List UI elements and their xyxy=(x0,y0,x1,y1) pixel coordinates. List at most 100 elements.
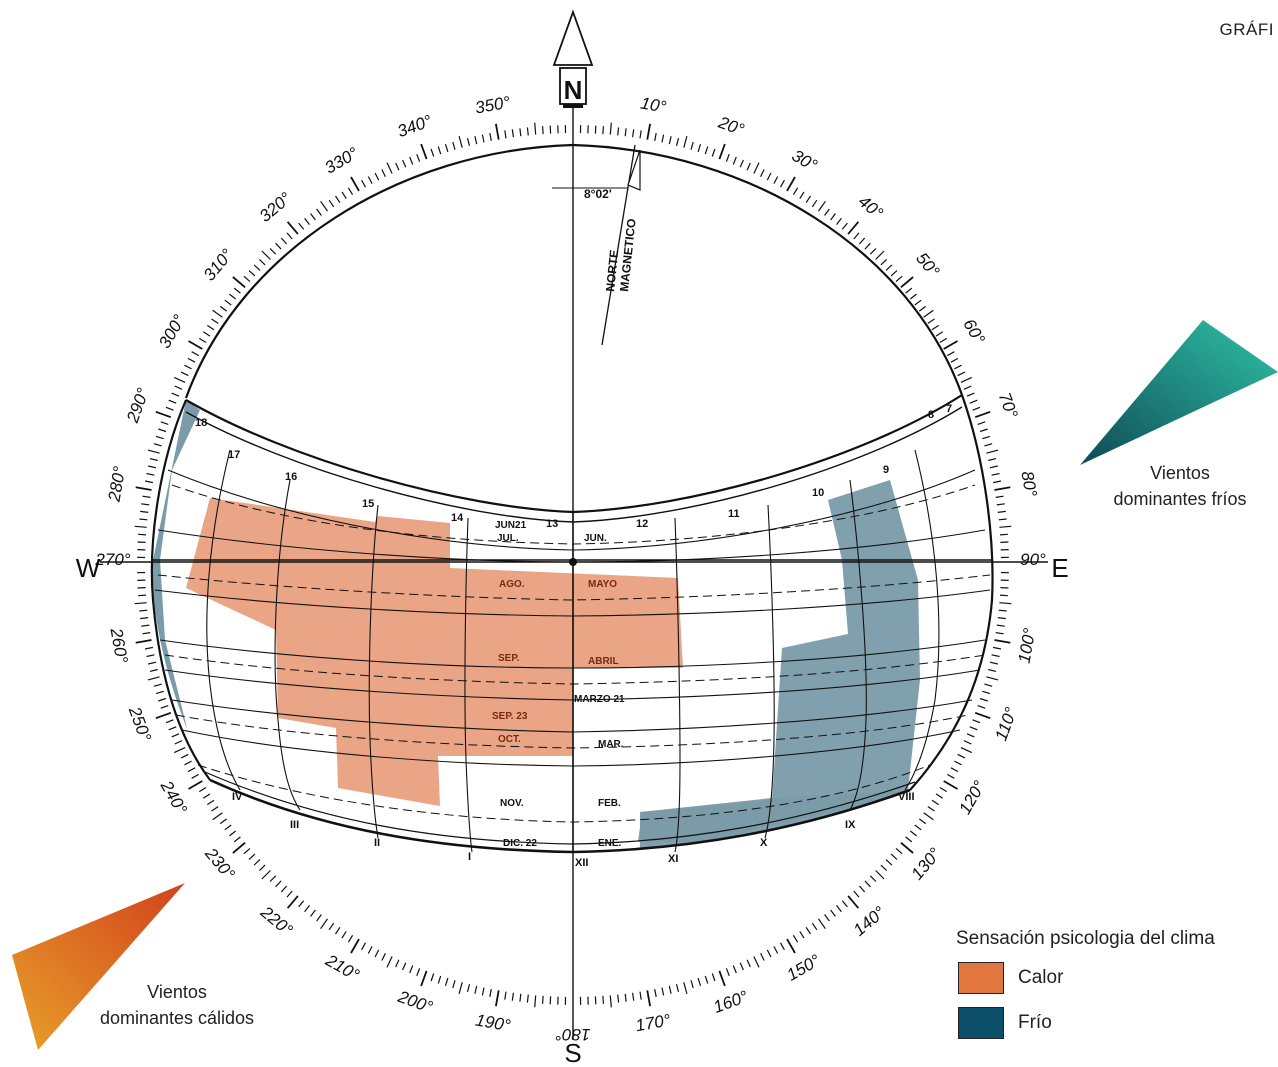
degree-tick xyxy=(253,859,261,866)
degree-tick xyxy=(617,127,620,136)
month-label-jul: JUL. xyxy=(497,533,519,544)
degree-tick xyxy=(935,331,944,337)
degree-tick xyxy=(690,980,694,989)
west-label: W xyxy=(76,553,101,583)
degree-tick xyxy=(146,472,155,476)
degree-tick xyxy=(147,676,160,681)
degree-tick xyxy=(760,953,765,961)
degree-tick xyxy=(974,410,991,419)
degree-tick xyxy=(999,602,1012,605)
degree-tick xyxy=(864,880,871,888)
degree-tick xyxy=(275,880,282,888)
degree-tick xyxy=(430,148,435,157)
cold-zone-east xyxy=(638,480,920,842)
degree-tick xyxy=(927,806,935,812)
degree-tick xyxy=(997,617,1006,620)
degree-tick xyxy=(420,143,428,160)
degree-tick xyxy=(624,993,627,1002)
roman-label-xi: XI xyxy=(668,853,678,865)
degree-tick xyxy=(725,153,730,162)
month-label-ago: AGO. xyxy=(499,579,525,590)
month-label-jun: JUN. xyxy=(584,533,607,544)
degree-tick xyxy=(799,191,805,199)
north-label: N xyxy=(564,75,583,105)
degree-tick xyxy=(466,984,471,993)
degree-tick xyxy=(361,179,367,188)
cold-zone-east-lower xyxy=(640,790,910,848)
cold-wind-caption: Vientos dominantes fríos xyxy=(1085,460,1275,512)
degree-tick xyxy=(437,146,442,155)
degree-tick xyxy=(718,143,726,160)
degree-tick xyxy=(969,726,978,731)
degree-tick xyxy=(286,890,293,898)
degree-tick xyxy=(298,222,305,230)
degree-tick xyxy=(963,385,972,390)
degree-tick xyxy=(982,690,991,695)
degree-tick xyxy=(624,128,627,137)
degree-tick xyxy=(253,264,261,271)
degree-tick xyxy=(836,905,842,913)
degree-tick xyxy=(875,870,885,880)
degree-tick xyxy=(298,900,305,908)
degree-tick xyxy=(444,144,449,153)
degree-tick xyxy=(847,895,860,909)
degree-tick xyxy=(212,309,223,318)
degree-tick xyxy=(184,760,192,766)
degree-tick xyxy=(994,486,1011,491)
degree-tick xyxy=(939,337,948,344)
degree-tick xyxy=(350,938,360,954)
degree-tick xyxy=(609,122,612,135)
degree-label: 160° xyxy=(711,987,751,1017)
degree-tick xyxy=(316,914,322,922)
declination-label: 8°02' xyxy=(584,187,612,201)
degree-label: 150° xyxy=(784,951,824,985)
degree-tick xyxy=(141,624,150,627)
hour-label-7: 7 xyxy=(946,403,952,415)
degree-tick xyxy=(711,973,716,982)
degree-tick xyxy=(654,132,657,142)
degree-tick xyxy=(171,733,180,738)
degree-tick xyxy=(923,812,934,821)
degree-tick xyxy=(805,926,812,935)
degree-tick xyxy=(420,970,428,987)
hour-label-11: 11 xyxy=(728,508,740,520)
degree-tick xyxy=(617,994,620,1003)
degree-tick xyxy=(675,984,680,993)
roman-label-viii: VIII xyxy=(898,791,915,803)
degree-tick xyxy=(977,421,986,425)
degree-tick xyxy=(779,179,785,188)
degree-tick xyxy=(381,169,386,177)
month-label-marzo21: MARZO 21 xyxy=(574,694,625,705)
hour-label-9: 9 xyxy=(883,464,889,476)
degree-tick xyxy=(639,130,642,139)
degree-tick xyxy=(661,987,665,996)
degree-tick xyxy=(704,146,709,155)
degree-tick xyxy=(341,191,347,199)
degree-tick xyxy=(248,853,256,860)
degree-tick xyxy=(836,217,842,225)
degree-label: 290° xyxy=(123,385,153,426)
degree-tick xyxy=(158,428,167,433)
roman-label-ii: II xyxy=(374,837,380,849)
degree-tick xyxy=(444,977,449,986)
degree-tick xyxy=(202,331,211,337)
degree-tick xyxy=(880,864,888,872)
degree-tick xyxy=(950,357,959,363)
north-arrow xyxy=(552,9,594,108)
degree-tick xyxy=(998,609,1007,612)
degree-tick xyxy=(991,472,1000,476)
cold-wind-line-1: Vientos xyxy=(1150,463,1210,483)
degree-tick xyxy=(792,187,799,196)
degree-tick xyxy=(979,428,988,433)
degree-tick xyxy=(972,406,981,411)
degree-tick xyxy=(766,949,772,958)
degree-tick xyxy=(668,136,672,145)
degree-tick xyxy=(988,458,997,462)
degree-tick xyxy=(511,129,514,138)
degree-tick xyxy=(853,232,860,240)
degree-tick xyxy=(258,864,266,872)
degree-tick xyxy=(711,148,716,157)
degree-tick xyxy=(206,324,215,331)
degree-tick xyxy=(661,134,665,143)
